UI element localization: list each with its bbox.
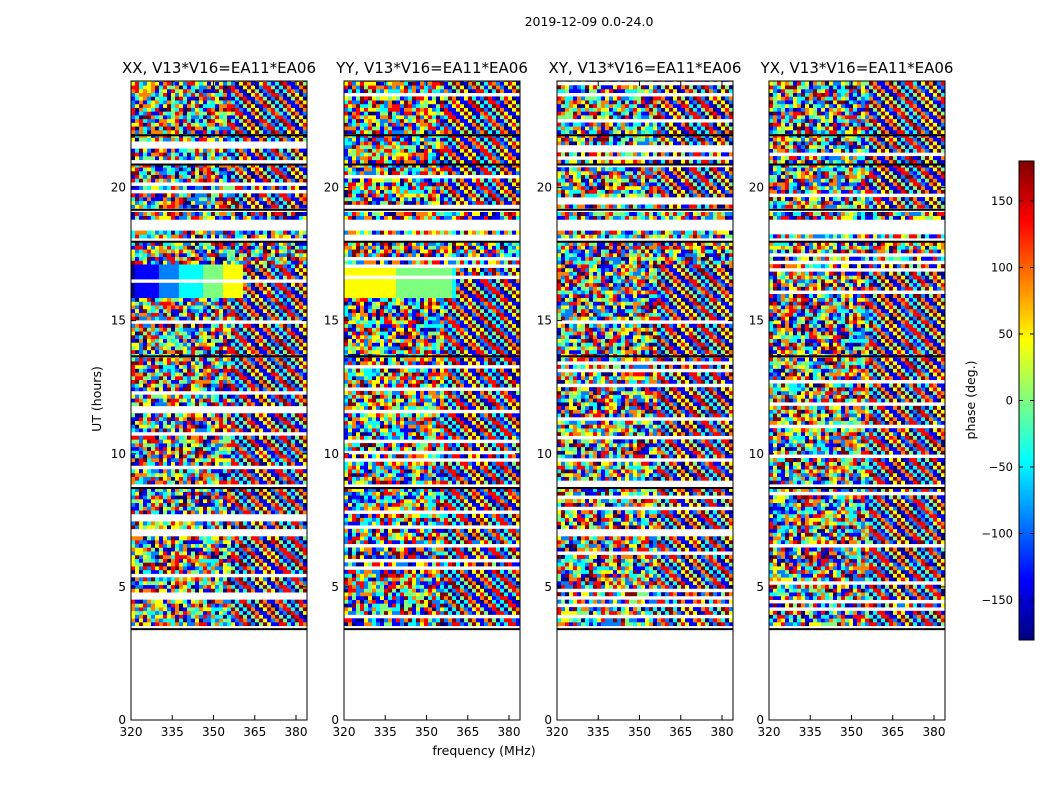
y-tick-label: 10	[324, 447, 339, 461]
x-tick-label: 320	[120, 725, 143, 739]
x-tick-label: 365	[243, 725, 266, 739]
colorbar: −150 −100 −50 0 50 100 150 phase (deg.)	[963, 160, 1035, 641]
panel-title-xy: XY, V13*V16=EA11*EA06	[549, 59, 742, 77]
phase-heatmap-xy	[557, 81, 734, 631]
x-tick-label: 350	[202, 725, 225, 739]
panel-yx: YX, V13*V16=EA11*EA06 320 335 350 365 380 0 5 10…	[749, 59, 954, 739]
y-tick-label: 15	[111, 314, 126, 328]
y-tick-label: 20	[111, 181, 126, 195]
y-tick-label: 10	[111, 447, 126, 461]
x-tick-label: 320	[758, 725, 781, 739]
x-tick-label: 365	[669, 725, 692, 739]
colorbar-tick-label: 100	[991, 260, 1013, 274]
panel-frame	[130, 80, 308, 721]
panel-frame	[768, 80, 946, 721]
colorbar-label: phase (deg.)	[963, 361, 978, 440]
figure-suptitle: 2019-12-09 0.0-24.0	[525, 14, 654, 29]
panel-title-yx: YX, V13*V16=EA11*EA06	[760, 59, 954, 77]
x-tick-label: 365	[881, 725, 904, 739]
x-tick-label: 380	[498, 725, 521, 739]
colorbar-tick-label: −50	[989, 460, 1013, 474]
y-tick-label: 20	[749, 181, 764, 195]
y-tick-label: 0	[118, 713, 126, 727]
x-tick-label: 320	[333, 725, 356, 739]
x-tick-label: 380	[923, 725, 946, 739]
panel-title-xx: XX, V13*V16=EA11*EA06	[122, 59, 316, 77]
phase-heatmap-yx	[769, 81, 946, 631]
x-tick-label: 350	[840, 725, 863, 739]
y-tick-label: 5	[756, 580, 764, 594]
x-axis-label: frequency (MHz)	[432, 743, 535, 758]
y-tick-label: 0	[331, 713, 339, 727]
phase-heatmap-yy	[344, 81, 521, 631]
y-tick-label: 20	[537, 181, 552, 195]
y-tick-label: 5	[118, 580, 126, 594]
colorbar-tick-label: 50	[998, 327, 1013, 341]
y-axis-label: UT (hours)	[89, 366, 104, 432]
x-tick-label: 350	[415, 725, 438, 739]
y-tick-label: 5	[544, 580, 552, 594]
panel-xx: XX, V13*V16=EA11*EA06 320 335 350 365 380 0 5 10…	[111, 59, 316, 739]
x-tick-label: 320	[546, 725, 569, 739]
y-tick-label: 15	[324, 314, 339, 328]
colorbar-ticks: −150 −100 −50 0 50 100 150	[981, 194, 1034, 607]
panel-frame	[556, 80, 734, 721]
panel-frame	[343, 80, 521, 721]
x-tick-label: 335	[374, 725, 397, 739]
x-tick-label: 335	[799, 725, 822, 739]
x-tick-label: 335	[161, 725, 184, 739]
x-tick-label: 380	[285, 725, 308, 739]
x-tick-label: 350	[628, 725, 651, 739]
panels-group: XX, V13*V16=EA11*EA06 320 335 350 365 380 0 5 10…	[111, 59, 954, 739]
y-tick-label: 10	[537, 447, 552, 461]
colorbar-tick-label: 0	[1006, 394, 1013, 408]
y-tick-label: 0	[544, 713, 552, 727]
colorbar-tick-label: 150	[991, 194, 1013, 208]
y-tick-label: 15	[537, 314, 552, 328]
panel-xy: XY, V13*V16=EA11*EA06 320 335 350 365 380 0 5 10…	[537, 59, 742, 739]
panel-yy: YY, V13*V16=EA11*EA06 320 335 350 365 380 0 5 10…	[324, 59, 528, 739]
x-tick-label: 365	[456, 725, 479, 739]
x-tick-label: 380	[711, 725, 734, 739]
x-tick-label: 335	[587, 725, 610, 739]
panel-title-yy: YY, V13*V16=EA11*EA06	[335, 59, 528, 77]
y-tick-label: 5	[331, 580, 339, 594]
phase-heatmap-xx	[131, 81, 308, 631]
colorbar-tick-label: −150	[981, 593, 1013, 607]
y-tick-label: 20	[324, 181, 339, 195]
y-tick-label: 10	[749, 447, 764, 461]
colorbar-tick-label: −100	[981, 527, 1013, 541]
y-tick-label: 15	[749, 314, 764, 328]
y-tick-label: 0	[756, 713, 764, 727]
